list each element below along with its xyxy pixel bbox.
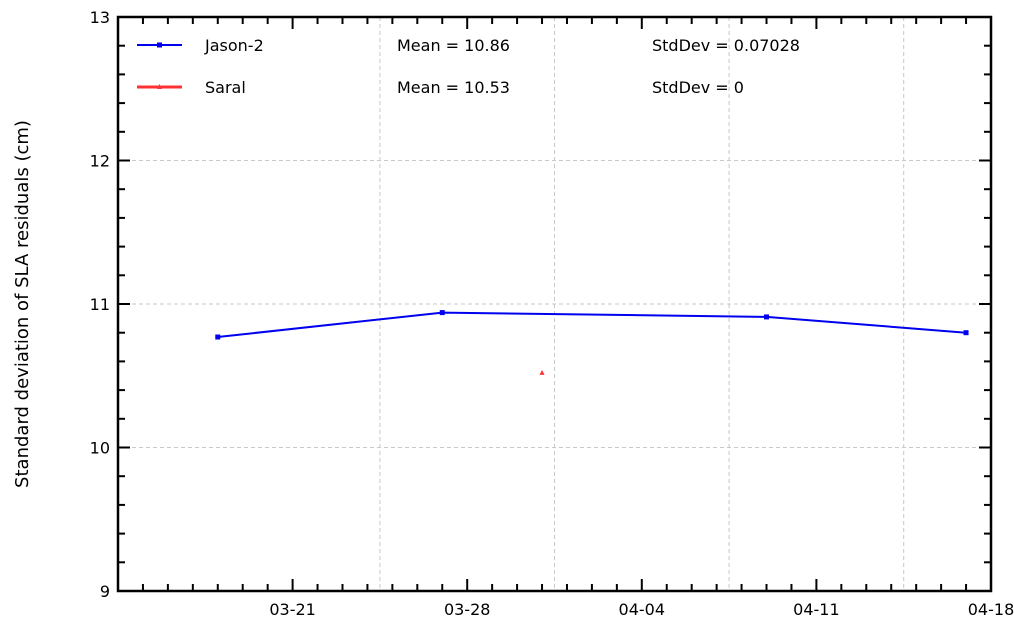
data-point-jason-2 — [963, 330, 969, 336]
data-point-saral — [539, 369, 545, 375]
y-tick-label: 10 — [90, 439, 110, 458]
x-tick-label: 03-28 — [444, 600, 491, 619]
data-point-jason-2 — [215, 334, 221, 340]
y-tick-label: 13 — [90, 8, 110, 27]
legend-label: Saral — [205, 78, 246, 97]
data-point-jason-2 — [764, 314, 770, 320]
series-line-jason-2 — [217, 311, 967, 338]
legend-marker-saral — [157, 84, 162, 89]
x-tick-label: 03-21 — [269, 600, 316, 619]
y-tick-label: 11 — [90, 295, 110, 314]
y-axis-title: Standard deviation of SLA residuals (cm) — [12, 120, 33, 488]
x-tick-label: 04-04 — [619, 600, 666, 619]
legend: Jason-2 Mean = 10.86 StdDev = 0.07028 Saral… — [137, 36, 800, 97]
y-tick-label: 12 — [90, 152, 110, 171]
plot-series — [215, 310, 969, 375]
legend-mean: Mean = 10.86 — [397, 36, 510, 55]
axis-ticks — [118, 16, 991, 592]
x-tick-label: 04-18 — [968, 600, 1014, 619]
y-tick-label: 9 — [100, 582, 110, 601]
tick-labels: 9 10 11 12 13 03-21 03-28 04-04 04-11 04-18 — [90, 8, 1014, 619]
legend-stddev: StdDev = 0.07028 — [652, 36, 800, 55]
legend-marker-jason-2 — [157, 42, 162, 48]
x-tick-label: 04-11 — [793, 600, 840, 619]
data-point-jason-2 — [439, 310, 445, 316]
legend-stddev: StdDev = 0 — [652, 78, 744, 97]
legend-mean: Mean = 10.53 — [397, 78, 510, 97]
legend-label: Jason-2 — [204, 36, 264, 55]
grid-lines — [118, 17, 991, 591]
